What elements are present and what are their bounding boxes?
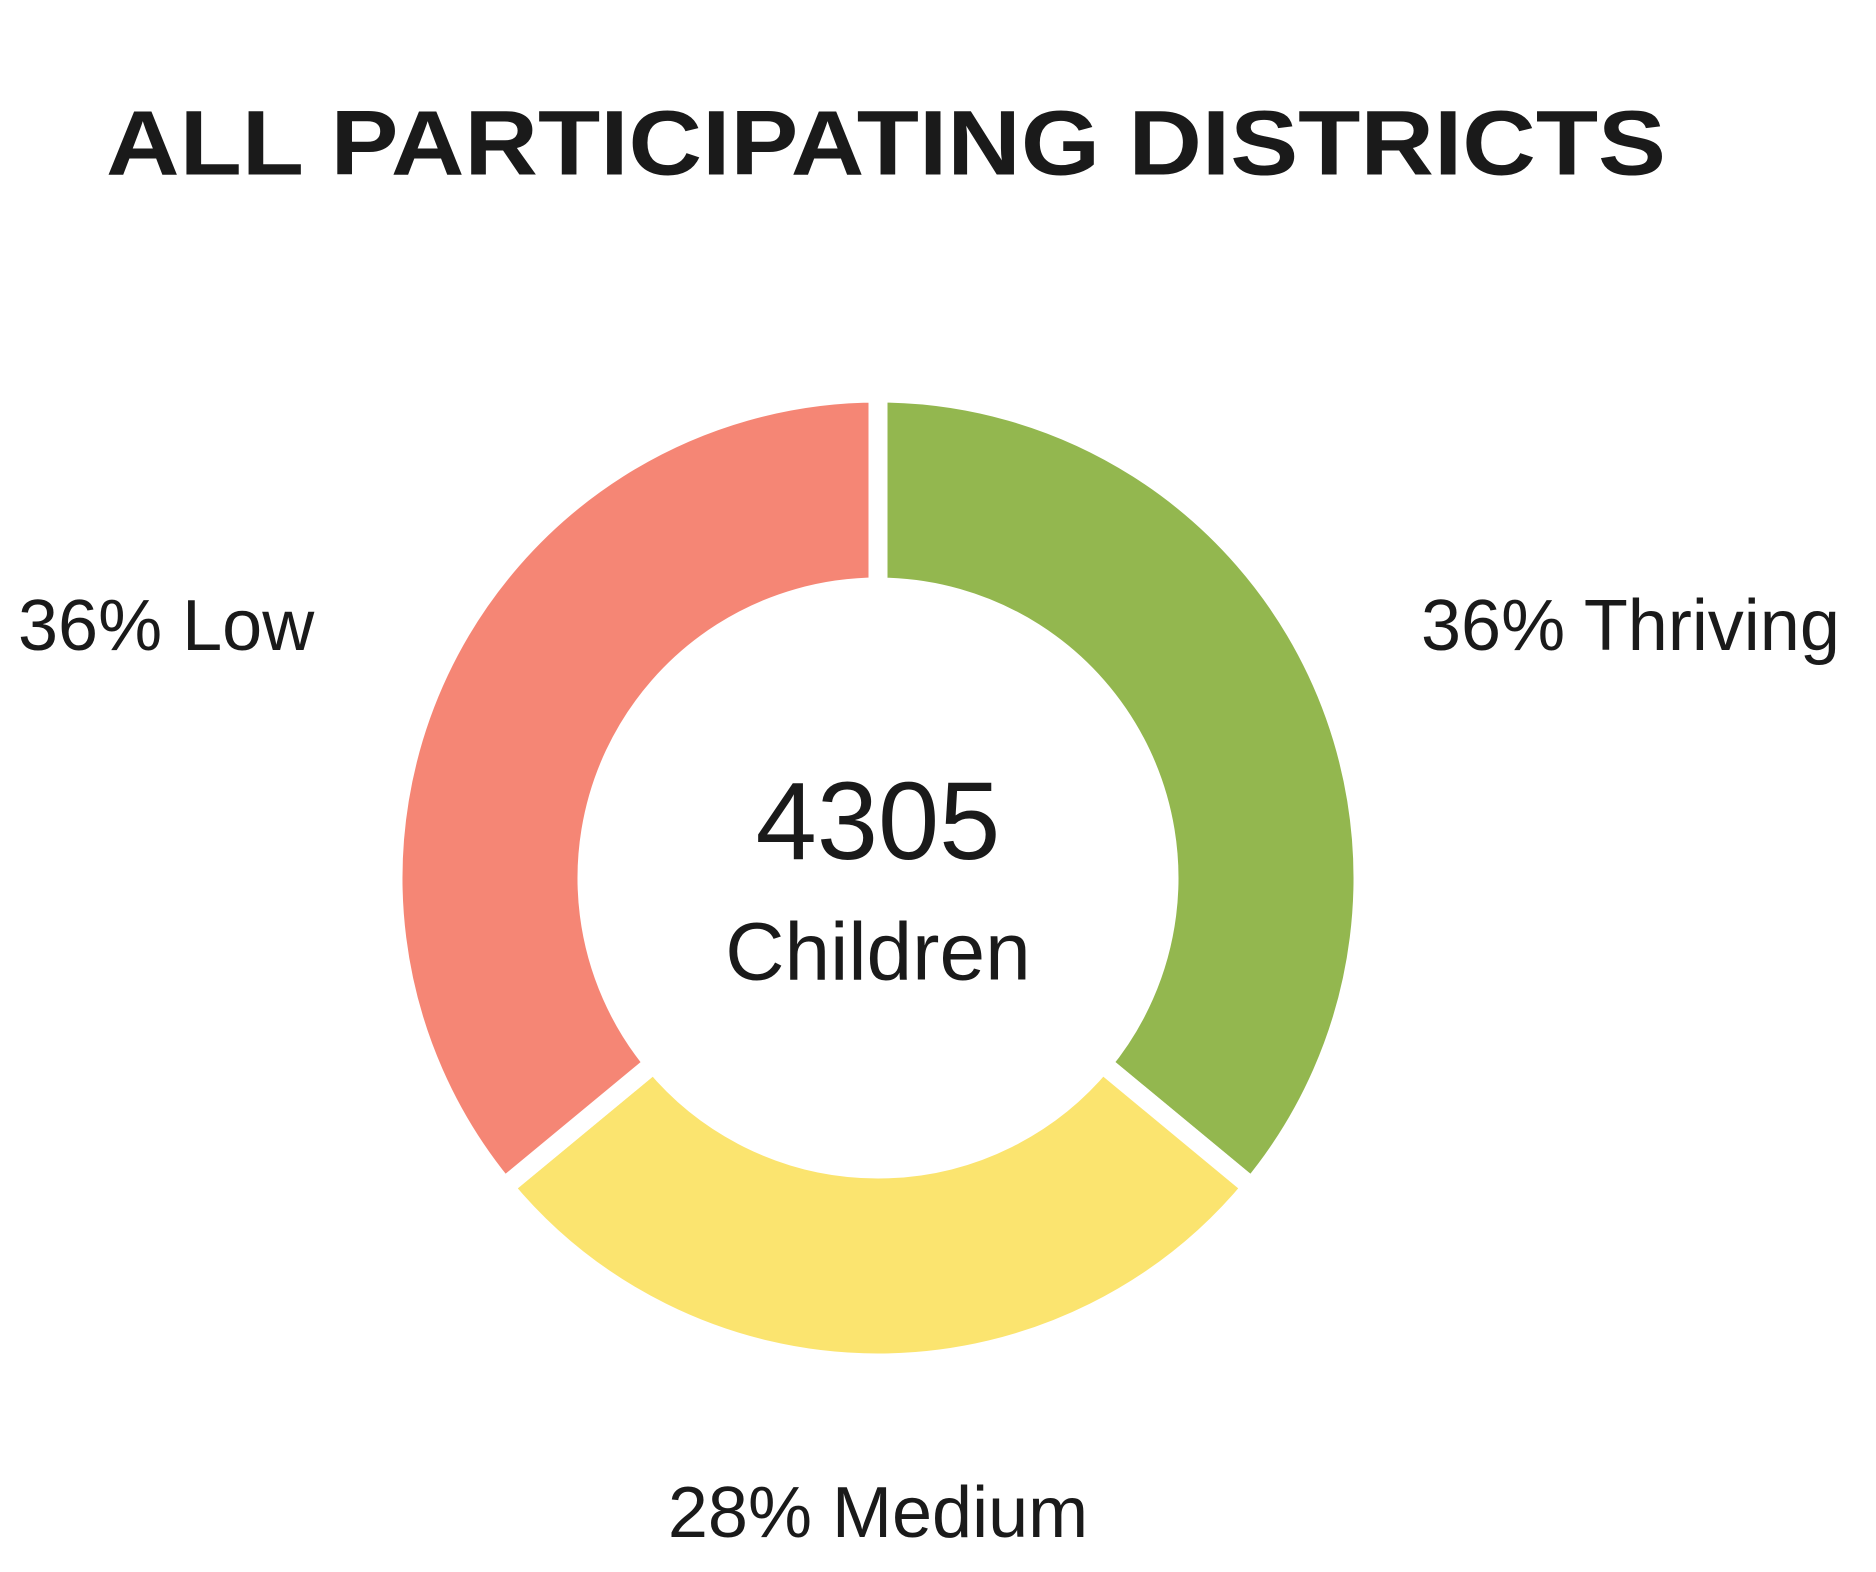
center-value: 4305 xyxy=(756,760,1001,883)
segment-category: Medium xyxy=(832,1473,1088,1553)
segment-category: Low xyxy=(182,586,315,666)
segment-label: 36% Low xyxy=(18,586,315,666)
donut-segment xyxy=(383,383,888,1201)
donut-segment xyxy=(868,383,1373,1201)
donut-segment xyxy=(490,1050,1266,1373)
center-label: Children xyxy=(725,907,1030,998)
segment-label: 28% Medium xyxy=(668,1473,1088,1553)
segment-label: 36% Thriving xyxy=(1421,586,1840,666)
segment-value-label: 28% xyxy=(668,1473,812,1553)
segment-value-label: 36% xyxy=(18,586,162,666)
segment-category: Thriving xyxy=(1584,586,1840,666)
chart-title: ALL PARTICIPATING DISTRICTS xyxy=(106,92,1666,194)
segment-value-label: 36% xyxy=(1421,586,1565,666)
